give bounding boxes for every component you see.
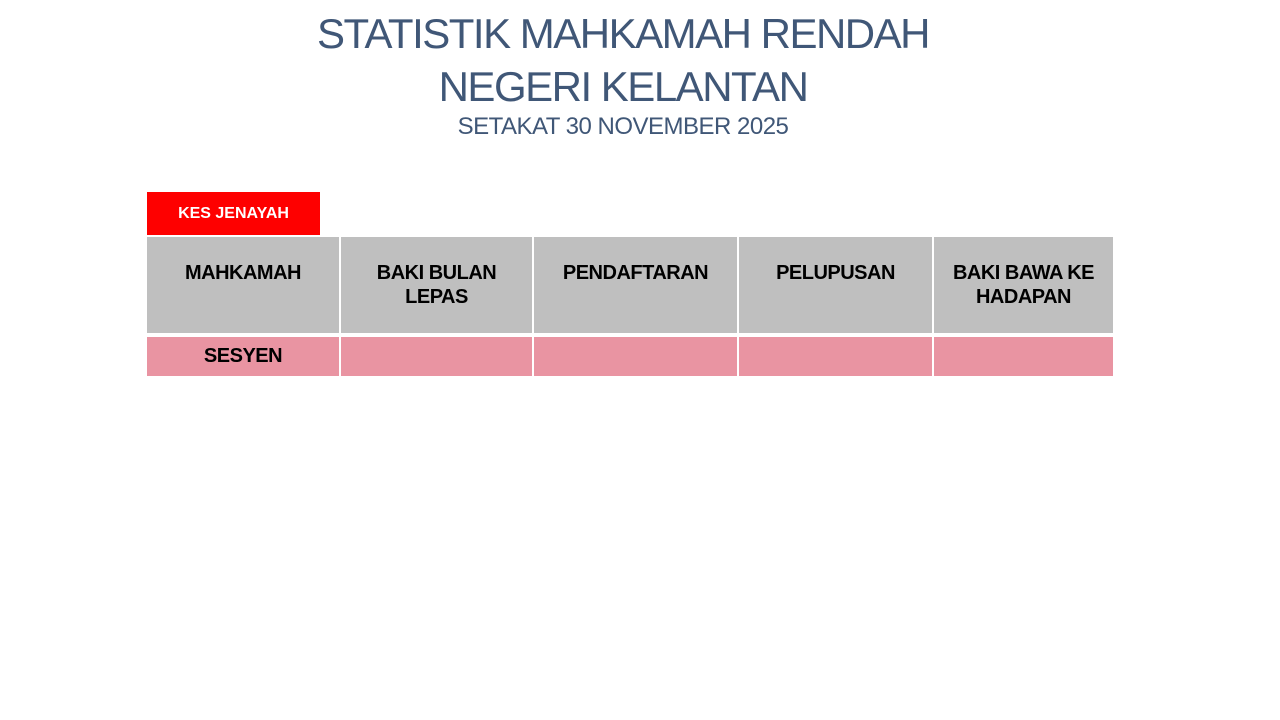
page-subtitle: SETAKAT 30 NOVEMBER 2025: [457, 113, 789, 140]
statistics-table: MAHKAMAH BAKI BULAN LEPAS PENDAFTARAN PE…: [147, 237, 1113, 376]
column-header-baki-bawa-ke-hadapan: BAKI BAWA KE HADAPAN: [934, 237, 1113, 333]
column-header-mahkamah: MAHKAMAH: [147, 237, 339, 333]
row-sesyen-cell-baki-bulan-lepas[interactable]: [341, 337, 532, 376]
category-badge-kes-jenayah: KES JENAYAH: [147, 192, 320, 235]
column-header-pelupusan: PELUPUSAN: [739, 237, 932, 333]
slide-header: STATISTIK MAHKAMAH RENDAH NEGERI KELANTA…: [0, 7, 1246, 142]
column-header-baki-bulan-lepas: BAKI BULAN LEPAS: [341, 237, 532, 333]
row-sesyen-cell-pelupusan[interactable]: [739, 337, 932, 376]
row-sesyen-court-label: SESYEN: [147, 337, 339, 376]
row-sesyen-cell-pendaftaran[interactable]: [534, 337, 737, 376]
category-badge-label: KES JENAYAH: [178, 204, 289, 222]
page-title-line1: STATISTIK MAHKAMAH RENDAH: [316, 10, 931, 57]
row-sesyen-cell-baki-bawa-ke-hadapan[interactable]: [934, 337, 1113, 376]
page-title-line2: NEGERI KELANTAN: [438, 63, 809, 110]
column-header-pendaftaran: PENDAFTARAN: [534, 237, 737, 333]
